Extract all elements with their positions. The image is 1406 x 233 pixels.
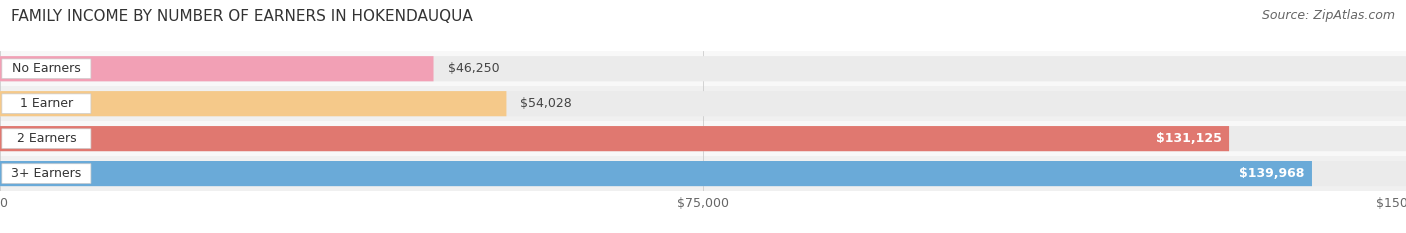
Text: 2 Earners: 2 Earners	[17, 132, 76, 145]
FancyBboxPatch shape	[0, 161, 1406, 186]
FancyBboxPatch shape	[0, 126, 1406, 151]
FancyBboxPatch shape	[1, 129, 91, 148]
FancyBboxPatch shape	[0, 126, 1229, 151]
FancyBboxPatch shape	[0, 91, 506, 116]
Text: FAMILY INCOME BY NUMBER OF EARNERS IN HOKENDAUQUA: FAMILY INCOME BY NUMBER OF EARNERS IN HO…	[11, 9, 472, 24]
FancyBboxPatch shape	[0, 91, 1406, 116]
Text: $46,250: $46,250	[447, 62, 499, 75]
FancyBboxPatch shape	[0, 51, 1406, 86]
FancyBboxPatch shape	[0, 121, 1406, 156]
Text: No Earners: No Earners	[13, 62, 80, 75]
Text: 3+ Earners: 3+ Earners	[11, 167, 82, 180]
Text: $139,968: $139,968	[1239, 167, 1305, 180]
FancyBboxPatch shape	[0, 86, 1406, 121]
FancyBboxPatch shape	[0, 56, 433, 81]
FancyBboxPatch shape	[0, 156, 1406, 191]
Text: $54,028: $54,028	[520, 97, 572, 110]
FancyBboxPatch shape	[0, 56, 1406, 81]
Text: 1 Earner: 1 Earner	[20, 97, 73, 110]
FancyBboxPatch shape	[1, 59, 91, 79]
FancyBboxPatch shape	[0, 161, 1312, 186]
FancyBboxPatch shape	[1, 164, 91, 183]
Text: Source: ZipAtlas.com: Source: ZipAtlas.com	[1261, 9, 1395, 22]
Text: $131,125: $131,125	[1156, 132, 1222, 145]
FancyBboxPatch shape	[1, 94, 91, 113]
